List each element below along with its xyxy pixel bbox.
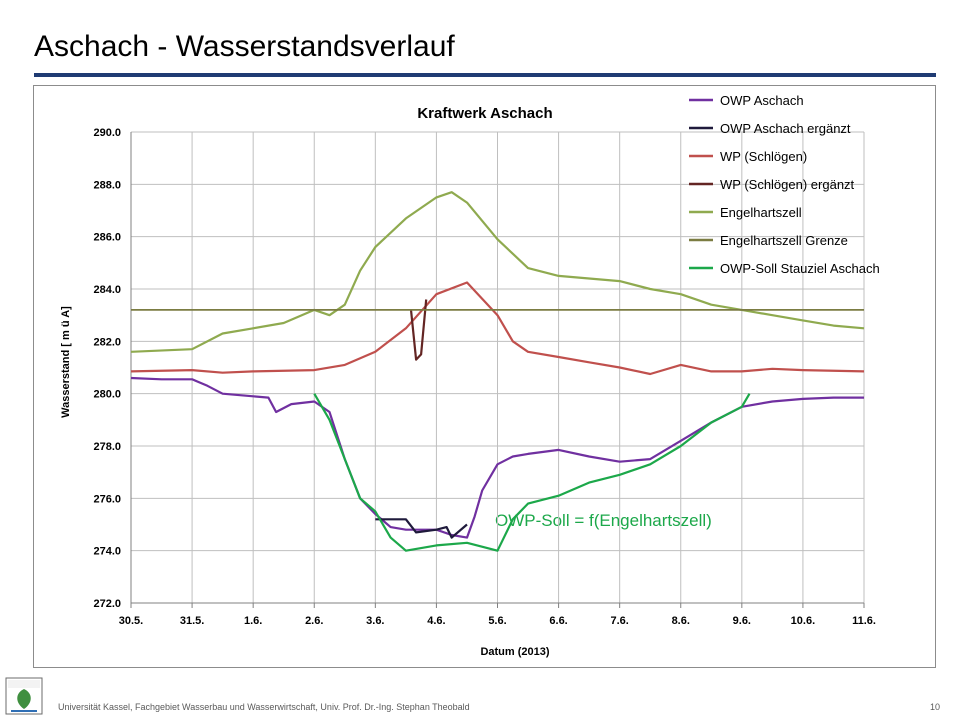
- university-logo: [5, 677, 43, 715]
- x-tick-label: 31.5.: [180, 615, 204, 627]
- y-tick-label: 278.0: [93, 441, 121, 453]
- title-divider: [34, 73, 936, 77]
- legend-label: Engelhartszell Grenze: [720, 233, 848, 248]
- chart-frame: Kraftwerk Aschach Datum (2013) Wassersta…: [33, 85, 936, 668]
- series-line-2: [130, 281, 865, 376]
- x-tick-label: 1.6.: [244, 615, 262, 627]
- series-line-4: [130, 191, 865, 353]
- x-tick-label: 5.6.: [488, 615, 506, 627]
- y-tick-label: 272.0: [93, 598, 121, 610]
- x-tick-label: 10.6.: [791, 615, 815, 627]
- grid-layer: [130, 131, 865, 608]
- x-tick-label: 3.6.: [366, 615, 384, 627]
- footer-text: Universität Kassel, Fachgebiet Wasserbau…: [58, 702, 470, 712]
- y-tick-label: 288.0: [93, 179, 121, 191]
- legend-label: WP (Schlögen): [720, 149, 807, 164]
- legend-label: OWP Aschach ergänzt: [720, 121, 851, 136]
- x-axis-label: Datum (2013): [480, 646, 549, 658]
- series-layer: [130, 191, 865, 552]
- y-tick-label: 284.0: [93, 284, 121, 296]
- y-tick-label: 286.0: [93, 232, 121, 244]
- series-line-6: [313, 393, 751, 552]
- x-tick-label: 9.6.: [733, 615, 751, 627]
- chart-annotation: OWP-Soll = f(Engelhartszell): [495, 511, 712, 530]
- legend-label: OWP-Soll Stauziel Aschach: [720, 261, 880, 276]
- chart-title: Kraftwerk Aschach: [417, 105, 552, 122]
- x-tick-label: 6.6.: [549, 615, 567, 627]
- legend-label: OWP Aschach: [720, 93, 804, 108]
- y-tick-label: 276.0: [93, 493, 121, 505]
- legend-label: Engelhartszell: [720, 205, 802, 220]
- x-tick-label: 2.6.: [305, 615, 323, 627]
- x-tick-label: 4.6.: [427, 615, 445, 627]
- legend: OWP Aschach OWP Aschach ergänzt WP (Schlög…: [689, 93, 880, 276]
- slide-title: Aschach - Wasserstandsverlauf: [34, 30, 455, 63]
- y-tick-label: 274.0: [93, 546, 121, 558]
- legend-label: WP (Schlögen) ergänzt: [720, 177, 855, 192]
- water-level-chart: Kraftwerk Aschach Datum (2013) Wassersta…: [60, 93, 880, 658]
- tick-layer: 272.0 274.0 276.0 278.0 280.0 282.0 284.0 286.0…: [93, 127, 875, 627]
- y-tick-label: 282.0: [93, 336, 121, 348]
- series-line-0: [130, 376, 864, 539]
- page-number: 10: [930, 702, 941, 712]
- series-line-3: [409, 299, 428, 361]
- y-tick-label: 290.0: [93, 127, 121, 139]
- y-tick-label: 280.0: [93, 389, 121, 401]
- series-line-1: [375, 518, 468, 539]
- y-axis-label: Wasserstand [ m ü A]: [60, 306, 72, 418]
- x-tick-label: 7.6.: [610, 615, 628, 627]
- x-tick-label: 8.6.: [672, 615, 690, 627]
- x-tick-label: 30.5.: [119, 615, 143, 627]
- x-tick-label: 11.6.: [852, 615, 876, 627]
